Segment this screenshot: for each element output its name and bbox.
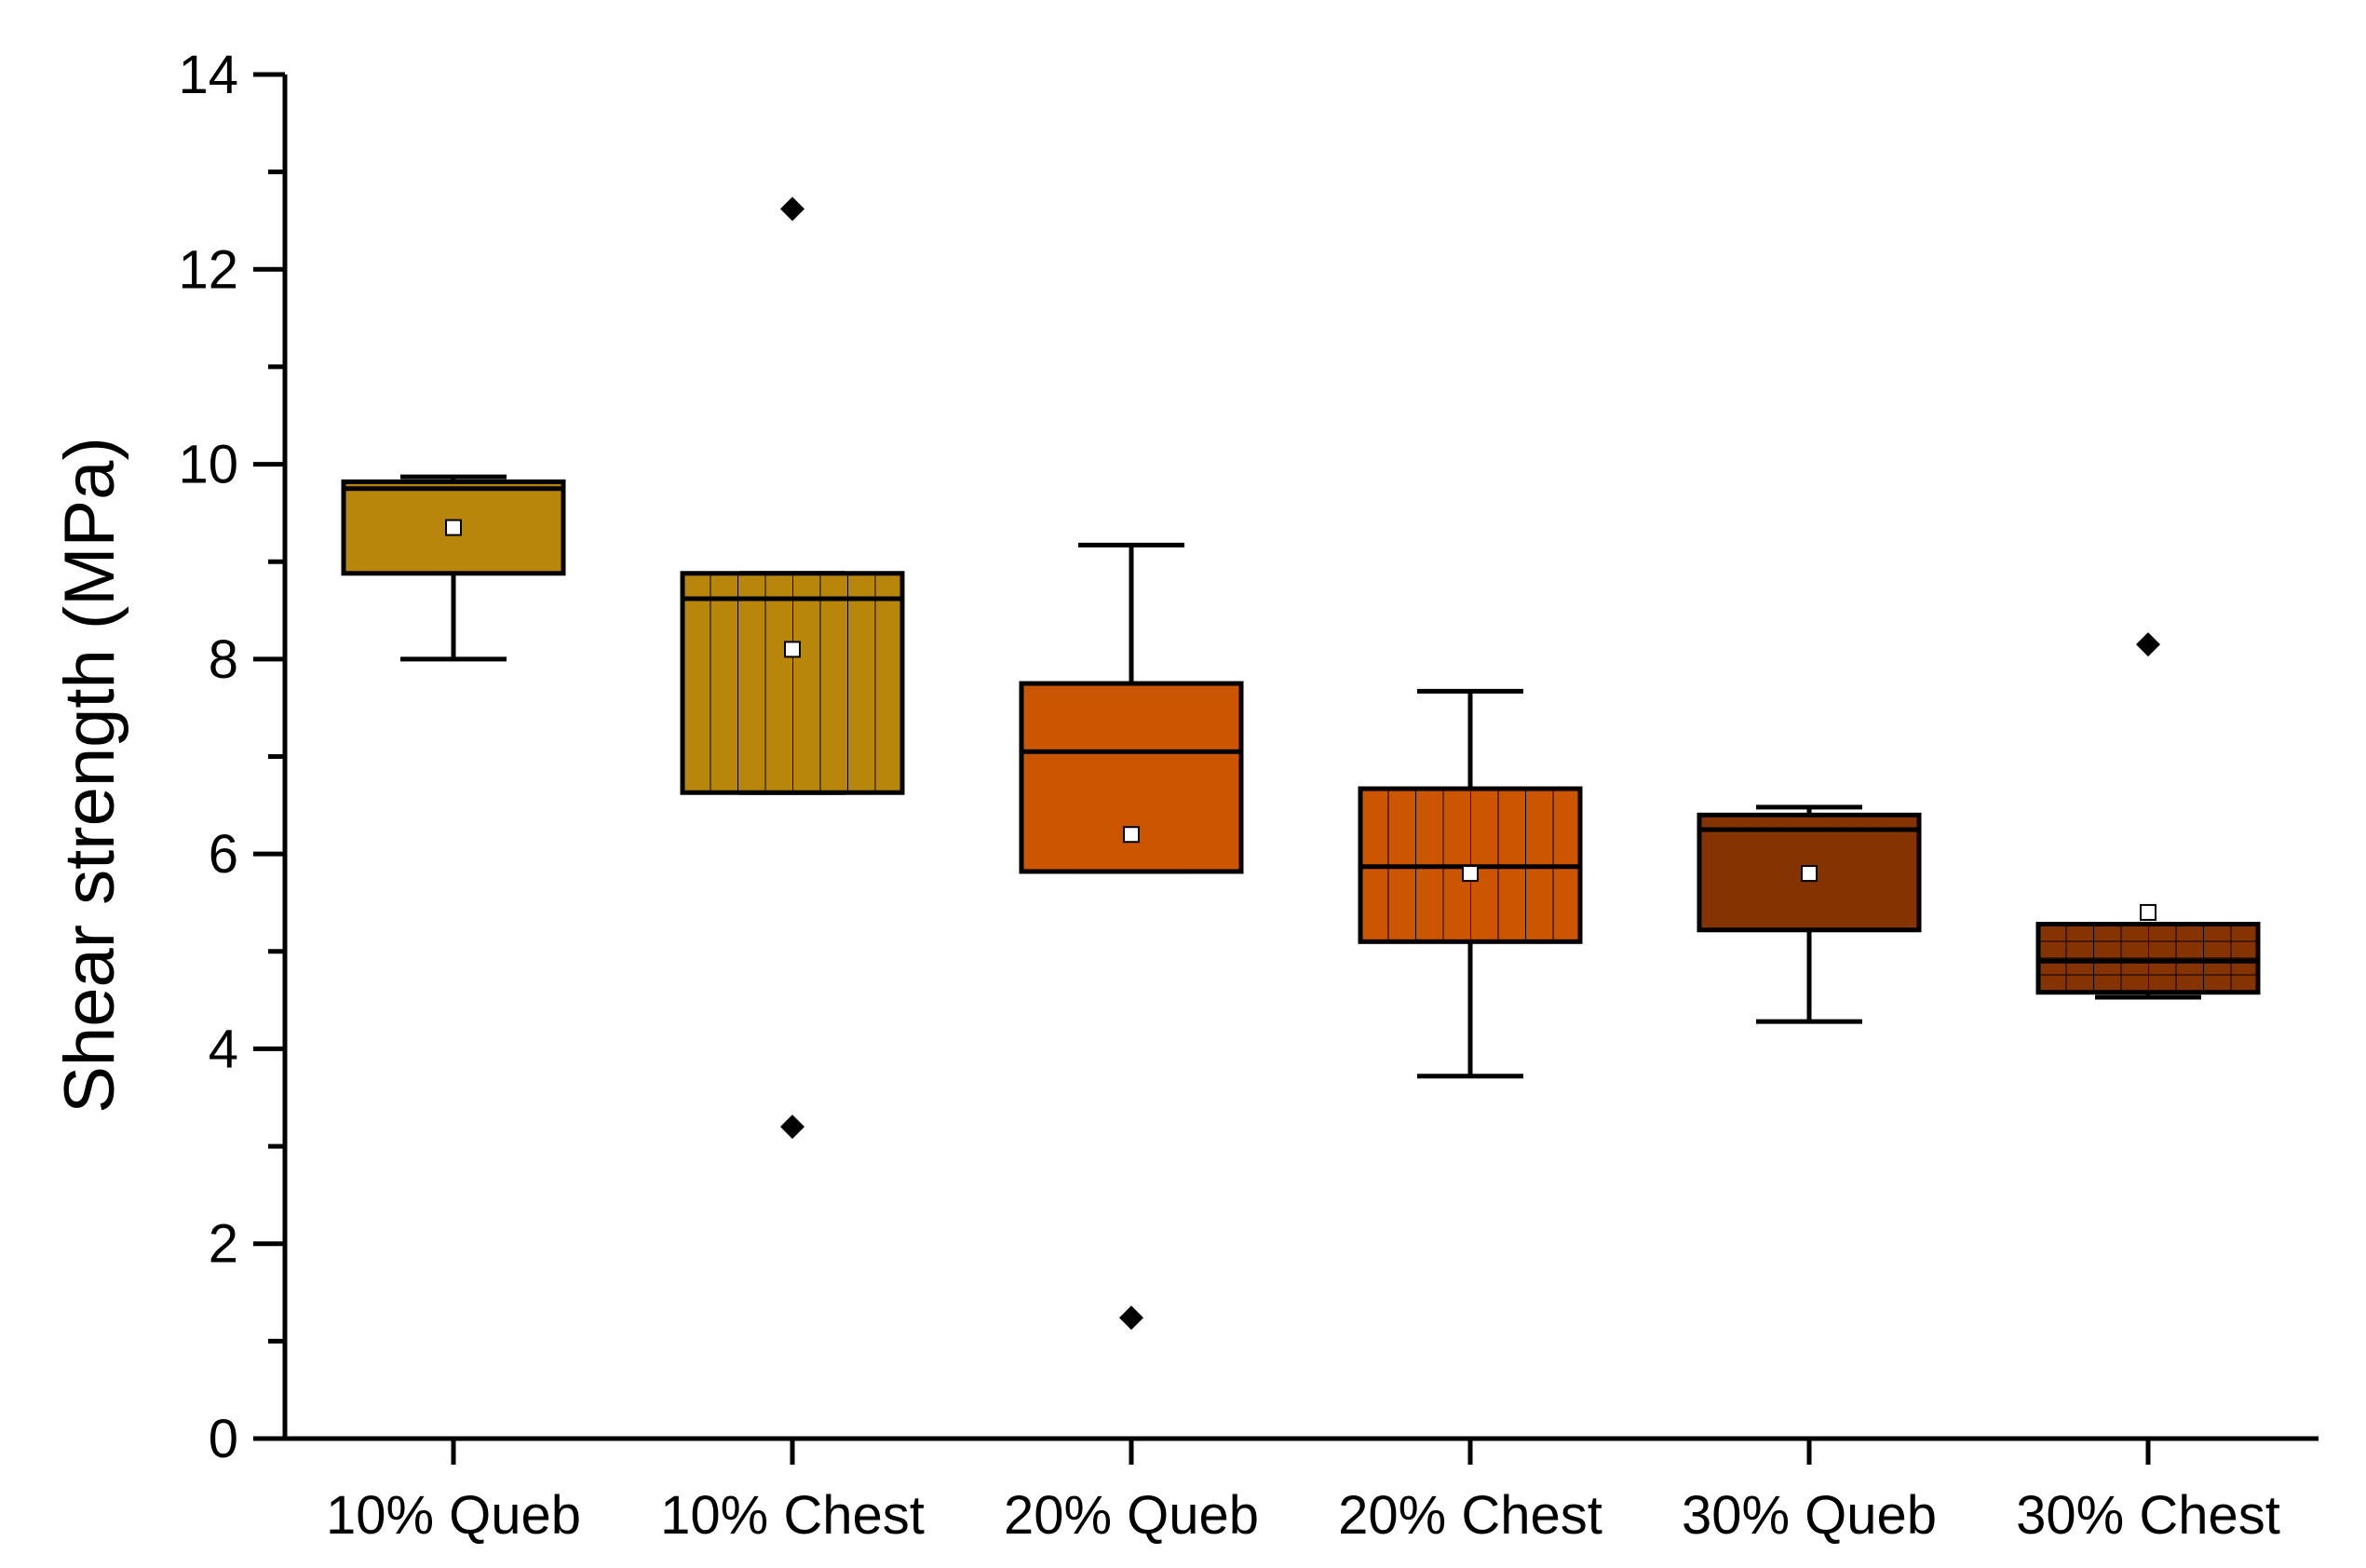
- outlier-point: [780, 196, 804, 222]
- y-tick-label: 10: [178, 435, 238, 495]
- labels-layer: 0 2 4 6 8 10 12 14 10% Queb 10% Chest 20% Queb 20% …: [50, 45, 2280, 1546]
- outlier-point: [2136, 632, 2160, 657]
- mean-marker: [445, 519, 462, 536]
- box-group: [680, 196, 905, 1140]
- y-axis-title: Shear strength (MPa): [50, 437, 129, 1114]
- y-tick-label: 6: [209, 824, 238, 885]
- boxes-layer: [341, 196, 2261, 1331]
- iqr-box: [680, 571, 905, 795]
- y-tick-label: 8: [209, 629, 238, 690]
- y-tick-label: 4: [209, 1019, 238, 1079]
- outlier-point: [1119, 1305, 1143, 1331]
- y-tick-label: 0: [209, 1409, 238, 1469]
- x-tick-label: 10% Chest: [660, 1485, 925, 1546]
- box-group: [1358, 688, 1583, 1079]
- x-tick-label: 30% Chest: [2016, 1485, 2280, 1546]
- mean-marker: [1801, 865, 1818, 883]
- axes-layer: [253, 72, 2319, 1465]
- mean-marker: [1462, 865, 1479, 883]
- mean-marker: [1123, 826, 1140, 844]
- x-tick-label: 20% Chest: [1338, 1485, 1602, 1546]
- x-tick-label: 20% Queb: [1004, 1485, 1259, 1546]
- mean-marker: [2140, 903, 2156, 921]
- y-tick-label: 14: [178, 45, 238, 105]
- box-group: [1019, 542, 1244, 1331]
- y-tick-label: 12: [178, 239, 238, 300]
- y-tick-label: 2: [209, 1214, 238, 1275]
- outlier-point: [780, 1115, 804, 1140]
- mean-marker: [784, 641, 801, 658]
- box-group: [341, 474, 566, 662]
- x-tick-label: 30% Queb: [1682, 1485, 1937, 1546]
- x-tick-label: 10% Queb: [326, 1485, 581, 1546]
- iqr-box: [2035, 921, 2261, 995]
- box-group: [2035, 632, 2261, 1000]
- box-group: [1697, 804, 1922, 1024]
- iqr-box: [1019, 681, 1244, 874]
